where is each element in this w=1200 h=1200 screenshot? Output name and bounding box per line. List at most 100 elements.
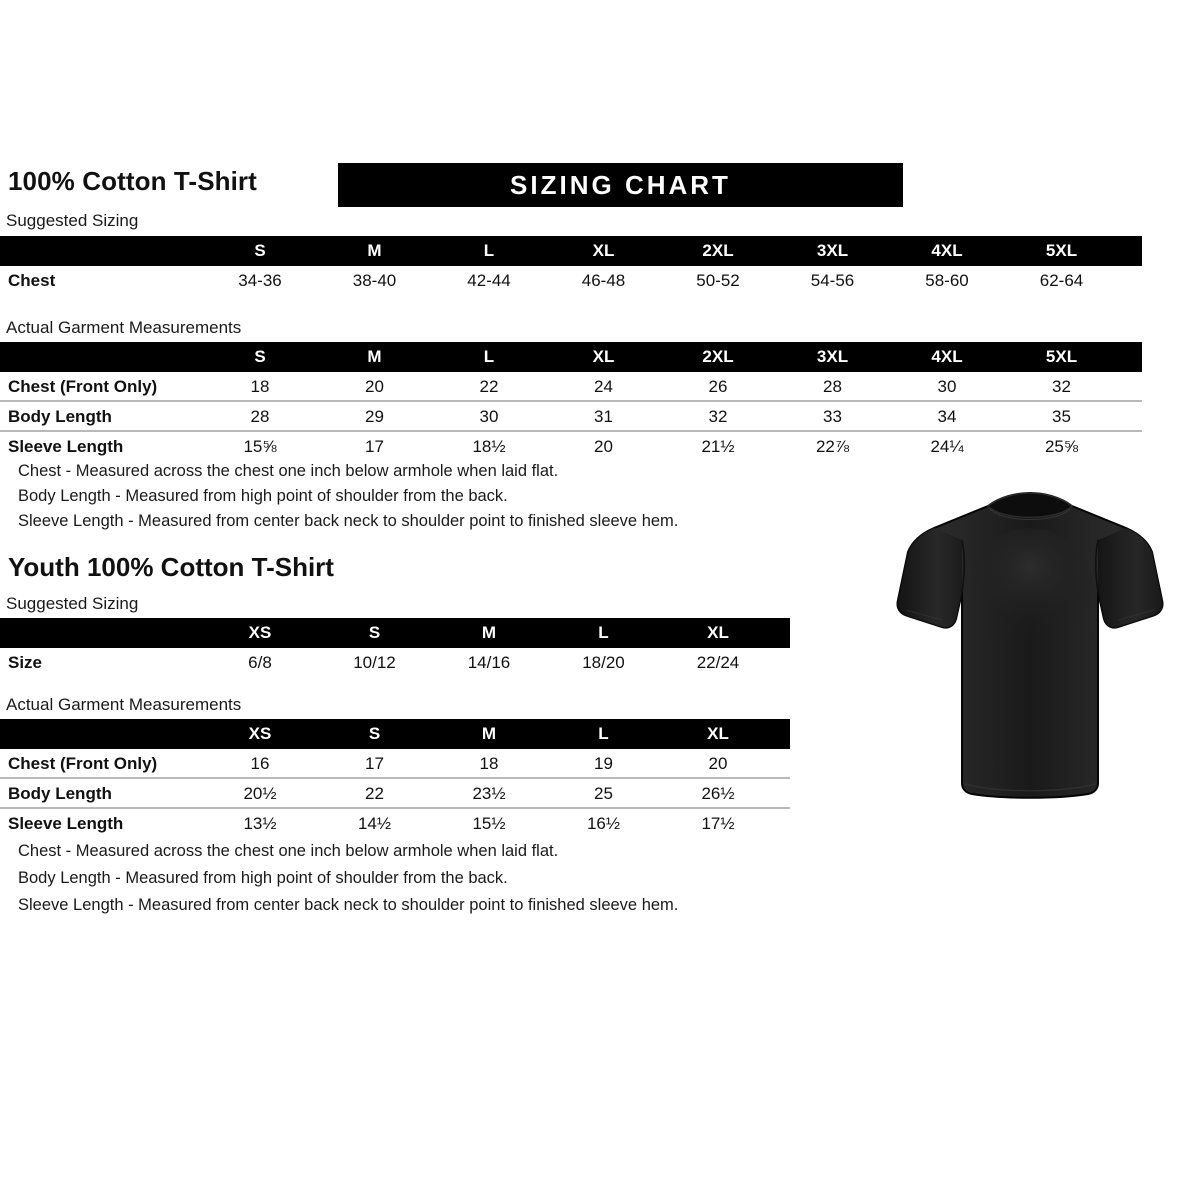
adult-actual-cell: 22⅞: [815, 437, 850, 456]
youth-actual-row-label: Sleeve Length: [8, 814, 124, 833]
table-row: Body Length 20½ 22 23½ 25 26½: [0, 779, 790, 809]
adult-actual-cell: 33: [823, 407, 842, 426]
adult-actual-column-header: L: [483, 347, 495, 366]
adult-actual-column-header: 3XL: [816, 347, 849, 366]
youth-actual-row-label: Chest (Front Only): [8, 754, 158, 773]
adult-suggested-cell: 42-44: [467, 271, 511, 290]
youth-actual-cell: 18: [479, 754, 499, 773]
youth-actual-cell: 22: [365, 784, 384, 803]
adult-note: Sleeve Length - Measured from center bac…: [18, 512, 679, 530]
youth-actual-cell: 13½: [243, 814, 277, 833]
adult-actual-cell: 28: [823, 377, 842, 396]
table-row: Chest (Front Only) 18 20 22 24 26 28 30 32: [0, 372, 1142, 402]
adult-actual-measurements-table: S M L XL 2XL 3XL 4XL 5XL Chest (Front Only) 18 20…: [0, 342, 1142, 462]
youth-suggested-cell: 6/8: [248, 653, 272, 672]
adult-suggested-cell: 62-64: [1039, 271, 1084, 290]
adult-suggested-body: Chest 34-36 38-40 42-44 46-48 50-52 54-56 58-60…: [0, 266, 1142, 296]
adult-suggested-sizing-label: Suggested Sizing: [6, 211, 139, 230]
youth-suggested-column-header: L: [598, 623, 609, 642]
adult-actual-cell: 21½: [701, 437, 735, 456]
adult-suggested-column-header: L: [483, 241, 495, 260]
youth-actual-cell: 23½: [472, 784, 506, 803]
youth-actual-row-label: Body Length: [8, 784, 112, 803]
youth-actual-column-header: L: [598, 724, 609, 743]
youth-actual-body: Chest (Front Only) 16 17 18 19 20 Body Length 2…: [0, 749, 790, 839]
youth-actual-cell: 20: [708, 754, 728, 773]
adult-suggested-column-header: 3XL: [816, 241, 849, 260]
youth-suggested-sizing-table: XS S M L XL Size 6/8 10/12 14/16 18/20 22/24: [0, 618, 790, 678]
adult-note: Chest - Measured across the chest one in…: [18, 462, 559, 480]
adult-actual-row-label: Chest (Front Only): [8, 377, 158, 396]
adult-actual-column-header: XL: [592, 347, 615, 366]
table-row: Sleeve Length 13½ 14½ 15½ 16½ 17½: [0, 809, 790, 839]
adult-section-title: 100% Cotton T-Shirt: [8, 166, 257, 196]
adult-actual-column-header: 2XL: [702, 347, 734, 366]
table-row: Chest (Front Only) 16 17 18 19 20: [0, 749, 790, 779]
table-row: Sleeve Length 15⅝ 17 18½ 20 21½ 22⅞ 24¼ 25⅝: [0, 432, 1142, 462]
adult-actual-column-header: M: [367, 347, 382, 366]
youth-actual-measurements-table: XS S M L XL Chest (Front Only) 16 17 18 19 20 Body…: [0, 719, 790, 839]
adult-actual-cell: 32: [1052, 377, 1071, 396]
sizing-chart-banner-label: SIZING CHART: [510, 169, 731, 200]
youth-section-title: Youth 100% Cotton T-Shirt: [8, 552, 334, 582]
adult-actual-cell: 18½: [472, 437, 506, 456]
youth-suggested-column-header: XS: [248, 623, 272, 642]
youth-actual-cell: 20½: [243, 784, 277, 803]
adult-actual-cell: 22: [479, 377, 499, 396]
adult-actual-cell: 17: [365, 437, 384, 456]
youth-suggested-cell: 14/16: [467, 653, 511, 672]
adult-suggested-cell: 34-36: [238, 271, 282, 290]
adult-suggested-column-header: 2XL: [702, 241, 734, 260]
adult-actual-cell: 31: [594, 407, 613, 426]
youth-actual-column-header: S: [368, 724, 381, 743]
adult-actual-column-header: 4XL: [931, 347, 963, 366]
sizing-chart-banner: SIZING CHART: [338, 163, 903, 207]
adult-actual-header-row: S M L XL 2XL 3XL 4XL 5XL: [0, 342, 1142, 372]
youth-suggested-column-header: M: [481, 623, 497, 642]
adult-actual-cell: 24¼: [930, 437, 964, 456]
adult-note: Body Length - Measured from high point o…: [18, 487, 508, 505]
adult-actual-cell: 28: [250, 407, 270, 426]
youth-suggested-cell: 22/24: [696, 653, 740, 672]
youth-actual-column-header: XL: [707, 724, 729, 743]
adult-actual-cell: 32: [708, 407, 728, 426]
adult-suggested-column-header: S: [254, 241, 266, 260]
adult-suggested-row-label: Chest: [8, 271, 56, 290]
youth-actual-cell: 16½: [586, 814, 621, 833]
adult-actual-measurements-label: Actual Garment Measurements: [6, 318, 242, 337]
adult-actual-cell: 24: [594, 377, 613, 396]
adult-suggested-column-header: M: [367, 241, 382, 260]
black-tshirt-image: [890, 488, 1170, 808]
adult-suggested-cell: 50-52: [696, 271, 740, 290]
adult-suggested-cell: 54-56: [810, 271, 855, 290]
adult-actual-cell: 25⅝: [1044, 437, 1079, 456]
adult-actual-cell: 18: [250, 377, 270, 396]
youth-actual-header-row: XS S M L XL: [0, 719, 790, 749]
adult-actual-row-label: Sleeve Length: [8, 437, 124, 456]
table-row: Body Length 28 29 30 31 32 33 34 35: [0, 402, 1142, 432]
adult-actual-cell: 30: [479, 407, 499, 426]
adult-suggested-sizing-table: S M L XL 2XL 3XL 4XL 5XL Chest 34-36 38-40 42-44 46…: [0, 236, 1142, 296]
youth-actual-cell: 19: [594, 754, 613, 773]
adult-actual-cell: 15⅝: [243, 437, 277, 456]
youth-actual-column-header: M: [481, 724, 497, 743]
youth-suggested-cell: 10/12: [353, 653, 396, 672]
youth-note: Chest - Measured across the chest one in…: [18, 842, 559, 860]
adult-suggested-cell: 38-40: [352, 271, 397, 290]
adult-actual-cell: 20: [594, 437, 613, 456]
youth-suggested-body: Size 6/8 10/12 14/16 18/20 22/24: [0, 648, 790, 678]
adult-suggested-cell: 58-60: [925, 271, 969, 290]
adult-actual-column-header: S: [254, 347, 266, 366]
youth-actual-cell: 17½: [701, 814, 735, 833]
youth-actual-measurements-label: Actual Garment Measurements: [6, 695, 242, 714]
adult-actual-cell: 20: [365, 377, 384, 396]
adult-suggested-column-header: XL: [592, 241, 615, 260]
youth-note: Sleeve Length - Measured from center bac…: [18, 896, 679, 914]
adult-suggested-column-header: 5XL: [1045, 241, 1078, 260]
adult-actual-body: Chest (Front Only) 18 20 22 24 26 28 30 32 Body L…: [0, 372, 1142, 462]
youth-actual-column-header: XS: [248, 724, 272, 743]
youth-actual-cell: 26½: [701, 784, 735, 803]
table-row: Size 6/8 10/12 14/16 18/20 22/24: [0, 648, 790, 678]
adult-actual-row-label: Body Length: [8, 407, 112, 426]
